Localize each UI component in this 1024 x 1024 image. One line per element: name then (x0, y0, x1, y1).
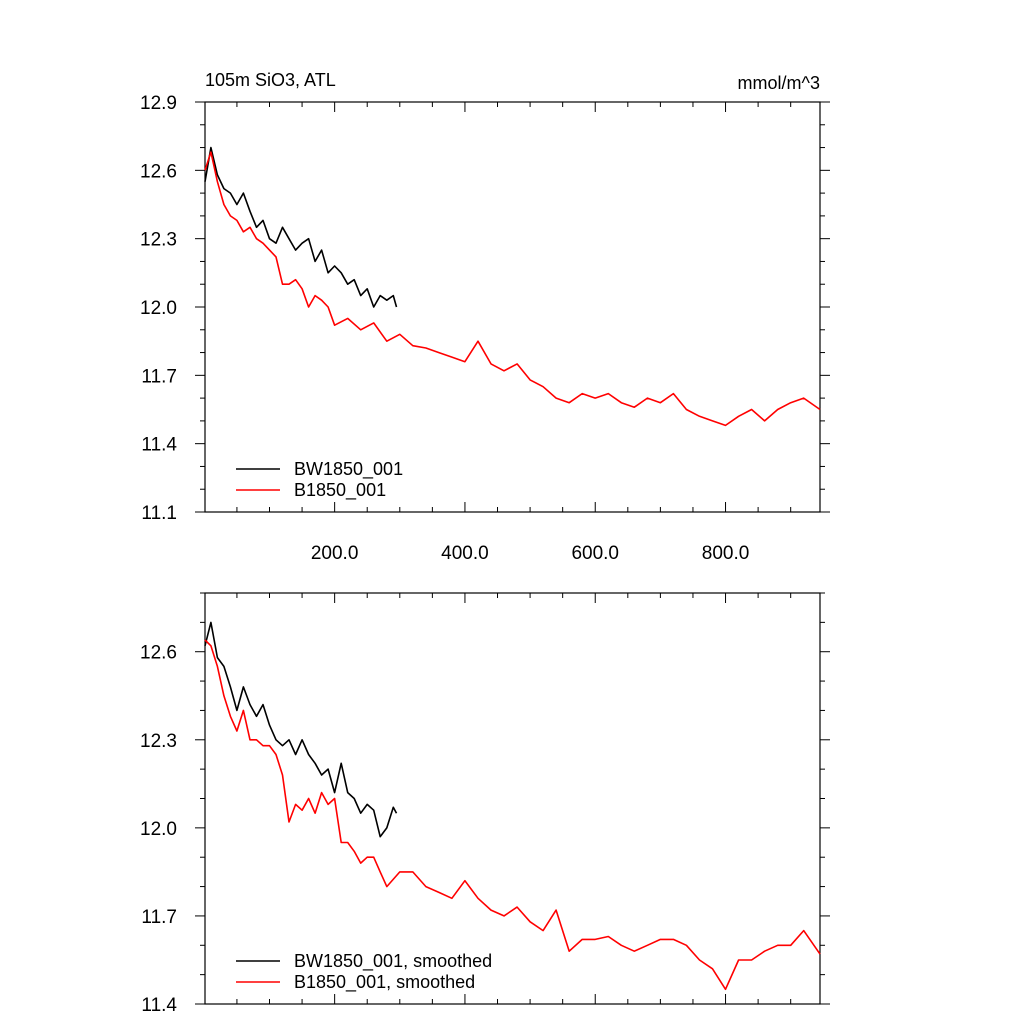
plot-frame-1 (204, 101, 821, 513)
y-tick-label: 11.1 (141, 503, 177, 524)
series-line-1 (204, 146, 398, 308)
y-tick-label: 12.6 (140, 161, 177, 182)
y-tick-label: 11.7 (141, 366, 177, 387)
series-line-2 (204, 639, 821, 991)
series-line-1 (204, 621, 398, 838)
legend-label-2: B1850_001, smoothed (294, 972, 475, 993)
y-tick-label: 12.9 (140, 93, 177, 114)
x-tick-label: 200.0 (311, 543, 359, 564)
legend-label-1: BW1850_001 (294, 459, 403, 480)
plot-frame-2 (204, 592, 821, 1005)
y-tick-label: 12.0 (140, 819, 177, 840)
y-tick-label: 12.3 (140, 731, 177, 752)
legend-label-1: BW1850_001, smoothed (294, 951, 492, 972)
legend-label-2: B1850_001 (294, 480, 386, 501)
units-label: mmol/m^3 (738, 73, 820, 93)
y-tick-label: 11.7 (141, 907, 177, 928)
series-line-2 (204, 151, 821, 427)
chart-title: 105m SiO3, ATL (205, 70, 336, 90)
y-tick-label: 11.4 (141, 435, 177, 456)
y-tick-label: 12.0 (140, 298, 177, 319)
x-tick-label: 800.0 (702, 543, 750, 564)
y-tick-label: 11.4 (141, 995, 177, 1016)
y-tick-label: 12.6 (140, 643, 177, 664)
y-tick-label: 12.3 (140, 230, 177, 251)
x-tick-label: 600.0 (571, 543, 619, 564)
x-tick-label: 400.0 (441, 543, 489, 564)
